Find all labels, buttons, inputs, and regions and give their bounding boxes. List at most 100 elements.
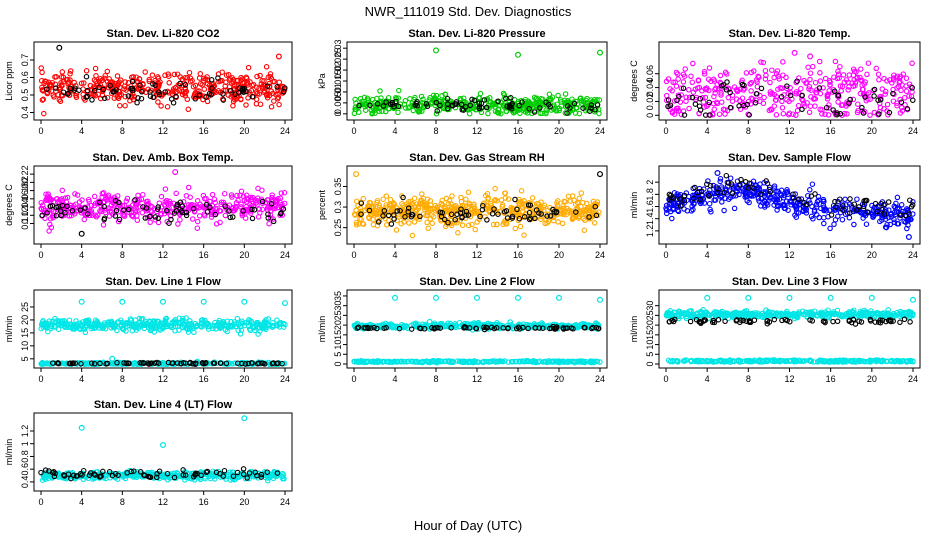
data-point bbox=[717, 72, 724, 79]
data-point bbox=[875, 97, 881, 104]
data-point bbox=[204, 98, 211, 105]
data-point bbox=[386, 206, 392, 212]
data-point bbox=[267, 73, 274, 80]
data-point bbox=[697, 196, 703, 203]
data-point bbox=[166, 90, 172, 96]
data-point bbox=[150, 81, 156, 87]
data-point bbox=[259, 206, 266, 213]
data-point bbox=[158, 193, 165, 200]
data-point bbox=[358, 200, 365, 206]
data-point bbox=[395, 103, 402, 110]
y-tick-label: 0.22 bbox=[20, 165, 30, 183]
data-point bbox=[767, 194, 774, 201]
data-point bbox=[211, 322, 218, 329]
data-point bbox=[902, 102, 908, 108]
data-point bbox=[447, 220, 453, 226]
data-point bbox=[820, 85, 826, 91]
x-tick-label: 0 bbox=[351, 126, 356, 136]
data-point bbox=[799, 106, 805, 113]
data-point bbox=[558, 210, 565, 217]
data-point bbox=[846, 84, 852, 90]
data-point bbox=[728, 181, 735, 187]
x-tick-label: 16 bbox=[513, 250, 523, 260]
data-point bbox=[596, 110, 602, 117]
data-point bbox=[690, 206, 696, 213]
data-point bbox=[162, 199, 168, 205]
y-tick-label: 0.18 bbox=[20, 182, 30, 200]
data-point bbox=[209, 191, 216, 198]
data-point bbox=[771, 74, 777, 81]
data-point bbox=[197, 71, 204, 77]
data-point bbox=[382, 108, 389, 115]
data-point bbox=[72, 191, 78, 197]
data-point bbox=[389, 359, 396, 365]
data-point bbox=[120, 326, 127, 333]
data-point bbox=[509, 215, 516, 221]
data-point bbox=[548, 325, 555, 331]
data-point bbox=[804, 80, 810, 86]
data-point bbox=[127, 316, 134, 322]
data-point bbox=[576, 110, 583, 117]
data-point bbox=[839, 216, 846, 223]
data-point bbox=[92, 92, 99, 99]
data-point bbox=[680, 85, 687, 92]
data-point bbox=[358, 211, 364, 217]
data-point bbox=[201, 86, 208, 92]
points-group bbox=[351, 171, 603, 239]
data-point bbox=[420, 96, 426, 103]
data-point bbox=[143, 199, 150, 205]
data-point bbox=[166, 80, 172, 86]
data-point bbox=[813, 201, 820, 208]
data-point bbox=[794, 78, 800, 84]
data-point bbox=[181, 323, 188, 329]
data-point bbox=[774, 68, 781, 74]
data-point bbox=[390, 323, 397, 330]
data-point bbox=[702, 86, 708, 92]
data-point bbox=[396, 87, 402, 94]
data-point bbox=[813, 90, 819, 96]
data-point bbox=[187, 360, 193, 367]
data-point bbox=[807, 70, 814, 76]
data-point bbox=[890, 90, 896, 97]
data-point bbox=[250, 324, 257, 331]
data-point bbox=[472, 226, 478, 233]
data-point bbox=[477, 213, 483, 220]
x-tick-label: 20 bbox=[554, 126, 564, 136]
data-point bbox=[591, 212, 598, 218]
data-point bbox=[592, 203, 599, 210]
data-point bbox=[769, 67, 775, 73]
data-point bbox=[271, 78, 278, 85]
data-point bbox=[667, 208, 674, 215]
data-point bbox=[192, 96, 199, 102]
x-tick-label: 16 bbox=[826, 250, 836, 260]
data-point bbox=[70, 325, 77, 332]
data-point bbox=[716, 111, 723, 117]
data-point bbox=[458, 101, 465, 108]
data-point bbox=[194, 225, 201, 231]
data-point bbox=[439, 358, 445, 365]
y-tick-label: 0.03 bbox=[333, 39, 343, 57]
points-group bbox=[351, 294, 603, 366]
data-point bbox=[280, 89, 287, 95]
data-point bbox=[709, 190, 716, 196]
data-point bbox=[588, 102, 595, 108]
data-point bbox=[441, 216, 448, 223]
data-point bbox=[477, 90, 484, 97]
data-point bbox=[861, 203, 867, 210]
data-point bbox=[411, 219, 418, 225]
data-point bbox=[707, 206, 713, 213]
data-point bbox=[564, 110, 570, 116]
data-point bbox=[466, 200, 472, 207]
data-point bbox=[89, 97, 95, 103]
data-point bbox=[579, 359, 585, 365]
data-point bbox=[196, 213, 203, 219]
outlier-point bbox=[555, 294, 562, 301]
y-tick-label: 30 bbox=[333, 301, 343, 311]
data-point bbox=[434, 108, 440, 114]
data-point bbox=[688, 73, 694, 80]
data-point bbox=[57, 208, 64, 214]
data-point bbox=[179, 91, 186, 98]
y-tick-label: 35 bbox=[333, 291, 343, 301]
data-point bbox=[93, 73, 99, 79]
data-point bbox=[171, 210, 178, 216]
